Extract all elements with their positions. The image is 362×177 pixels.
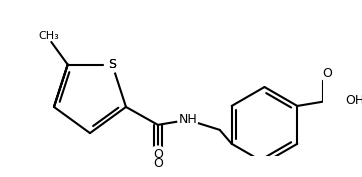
Circle shape xyxy=(319,65,335,81)
Text: S: S xyxy=(108,58,116,71)
Circle shape xyxy=(345,91,362,111)
Circle shape xyxy=(105,57,120,72)
Circle shape xyxy=(150,146,166,162)
Text: O: O xyxy=(153,157,163,170)
Text: S: S xyxy=(108,58,116,71)
Text: CH₃: CH₃ xyxy=(39,31,59,41)
Circle shape xyxy=(178,110,198,130)
Text: O: O xyxy=(153,149,163,161)
Text: NH: NH xyxy=(178,113,197,126)
Text: OH: OH xyxy=(345,95,362,107)
Text: O: O xyxy=(322,67,332,79)
